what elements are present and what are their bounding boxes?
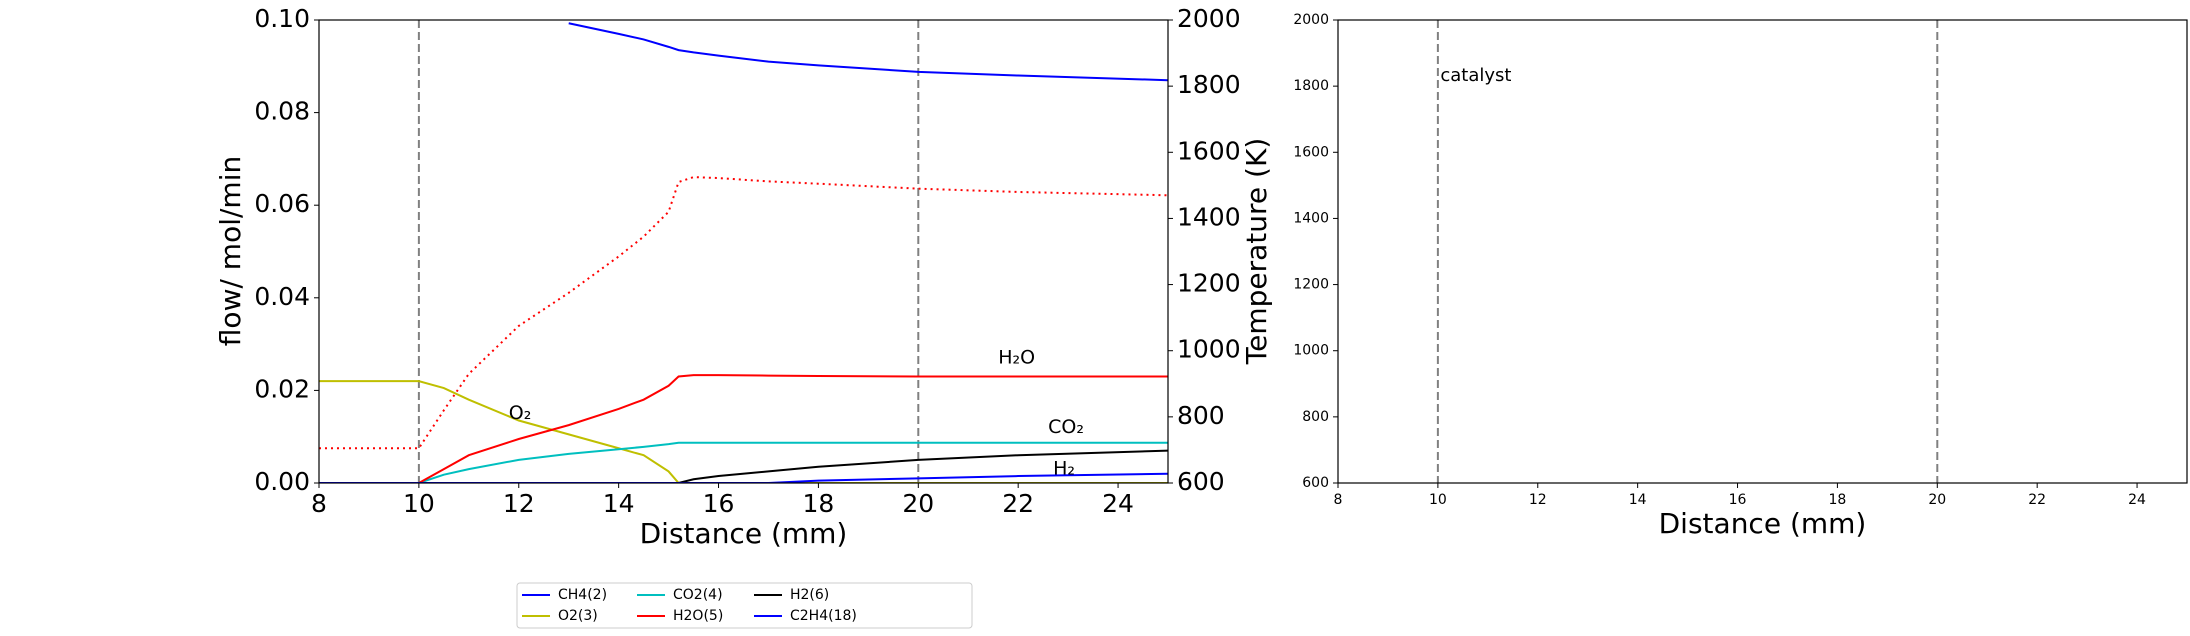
- annotation: H₂: [1053, 458, 1075, 480]
- plot-frame: [318, 19, 1169, 484]
- y2-tick-label: 1000: [1177, 335, 1241, 364]
- y-tick-label: 0.00: [254, 467, 310, 496]
- annotation: H₂O: [998, 346, 1035, 368]
- y-tick-label: 600: [1302, 475, 1329, 491]
- x-axis-label: Distance (mm): [1659, 507, 1867, 540]
- x-axis-label: Distance (mm): [640, 517, 848, 550]
- y-tick-label: 1200: [1293, 277, 1329, 293]
- x-tick-label: 14: [1629, 492, 1647, 508]
- y2-tick-label: 800: [1177, 401, 1225, 430]
- y-axis-label: flow/ mol/min: [214, 156, 247, 346]
- temperature-line: [319, 176, 1168, 450]
- y-tick-label: 1800: [1293, 78, 1329, 94]
- x-tick-label: 18: [803, 489, 835, 518]
- legend-label: H2O(5): [673, 608, 723, 624]
- x-tick-label: 8: [1334, 492, 1343, 508]
- x-tick-label: 22: [1002, 489, 1034, 518]
- x-tick-label: 12: [503, 489, 535, 518]
- x-tick-label: 16: [703, 489, 735, 518]
- y-tick-label: 0.02: [254, 374, 310, 403]
- series-line: [568, 22, 1168, 82]
- y-tick-label: 2000: [1293, 12, 1329, 28]
- legend-label: C2H4(18): [790, 608, 857, 624]
- y-tick-label: 800: [1302, 409, 1329, 425]
- y-tick-label: 1400: [1293, 210, 1329, 226]
- y-tick-label: 1000: [1293, 343, 1329, 359]
- y-tick-label: 0.10: [254, 4, 310, 33]
- legend-label: H2(6): [790, 587, 829, 603]
- x-tick-label: 12: [1529, 492, 1547, 508]
- x-tick-label: 8: [311, 489, 327, 518]
- x-tick-label: 20: [902, 489, 934, 518]
- legend-box: [516, 582, 973, 629]
- y-tick-label: 0.04: [254, 282, 310, 311]
- annotation: O₂: [509, 402, 532, 424]
- x-tick-label: 10: [1429, 492, 1447, 508]
- legend-label: CO2(4): [673, 587, 723, 603]
- x-tick-label: 16: [1729, 492, 1747, 508]
- x-tick-label: 24: [2128, 492, 2146, 508]
- x-tick-label: 14: [603, 489, 635, 518]
- plot-frame: [1337, 19, 2188, 484]
- annotation: CO₂: [1048, 416, 1084, 438]
- x-tick-label: 24: [1102, 489, 1134, 518]
- y2-tick-label: 1600: [1177, 136, 1241, 165]
- series-line: [319, 449, 1168, 483]
- x-tick-label: 20: [1928, 492, 1946, 508]
- series-line: [319, 441, 1168, 483]
- series-line: [319, 380, 1168, 483]
- y2-tick-label: 1400: [1177, 202, 1241, 231]
- x-tick-label: 18: [1828, 492, 1846, 508]
- y2-axis-label: Temperature (K): [1240, 138, 1273, 365]
- y2-tick-label: 600: [1177, 467, 1225, 496]
- y-tick-label: 0.08: [254, 97, 310, 126]
- plot-area: [319, 22, 1168, 483]
- x-tick-label: 22: [2028, 492, 2046, 508]
- y-tick-label: 0.06: [254, 189, 310, 218]
- y2-tick-label: 2000: [1177, 4, 1241, 33]
- y-tick-label: 1600: [1293, 144, 1329, 160]
- annotation: catalyst: [1440, 65, 1511, 86]
- x-tick-label: 10: [403, 489, 435, 518]
- y2-tick-label: 1800: [1177, 70, 1241, 99]
- series-line: [319, 472, 1168, 483]
- legend-label: CH4(2): [558, 587, 607, 603]
- y2-tick-label: 1200: [1177, 269, 1241, 298]
- legend-label: O2(3): [558, 608, 598, 624]
- series-line: [319, 374, 1168, 483]
